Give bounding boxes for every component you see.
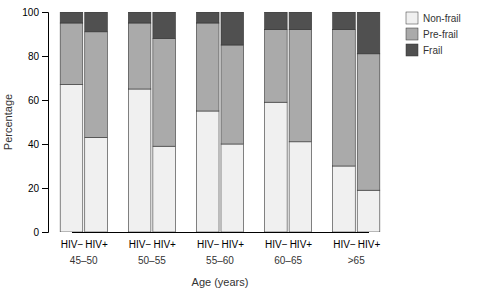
legend: Non-frail Pre-frail Frail (406, 12, 461, 56)
x-tick: HIV+ (153, 239, 176, 250)
x-axis-title: Age (years) (192, 276, 249, 288)
y-tick-label: 80 (28, 51, 40, 62)
x-tick: HIV− (61, 239, 84, 250)
bar-segment (289, 142, 312, 232)
x-tick-label: HIV+ (222, 239, 245, 250)
x-tick: HIV− (197, 239, 220, 250)
bar-segment (333, 166, 356, 232)
bar-segment (196, 23, 219, 111)
x-tick-label: HIV− (197, 239, 220, 250)
x-tick: HIV+ (222, 239, 245, 250)
x-tick: HIV− (333, 239, 356, 250)
legend-label: Non-frail (423, 13, 461, 24)
bar-segment (85, 137, 108, 232)
y-tick: 80 (28, 51, 48, 62)
bar-series (60, 12, 380, 54)
legend-item: Frail (406, 44, 442, 56)
bar-segment (289, 12, 312, 30)
y-tick: 40 (28, 139, 48, 150)
chart-svg: 020406080100HIV−HIV+HIV−HIV+HIV−HIV+HIV−… (0, 0, 482, 294)
bar-segment (128, 23, 151, 89)
x-tick: HIV+ (358, 239, 381, 250)
x-tick-label: HIV− (61, 239, 84, 250)
bar-segment (128, 12, 151, 23)
bar-segment (60, 12, 83, 23)
x-tick: HIV− (265, 239, 288, 250)
bar-segment (221, 12, 244, 45)
x-tick-label: HIV− (265, 239, 288, 250)
y-tick-mark (42, 232, 48, 233)
bar-segment (153, 146, 176, 232)
bar-segment (333, 12, 356, 30)
y-axis-title: Percentage (2, 94, 14, 150)
group-label: 60–65 (274, 255, 302, 266)
x-tick-label: HIV+ (358, 239, 381, 250)
bar-segment (289, 30, 312, 142)
bar-segment (85, 32, 108, 138)
y-axis: 0 20 40 60 80 100 (22, 7, 48, 238)
bar-segment (60, 85, 83, 232)
x-tick-label: HIV− (129, 239, 152, 250)
bar-segment (153, 38, 176, 146)
y-tick: 100 (22, 7, 48, 18)
y-tick-label: 60 (28, 95, 40, 106)
bar-segment (85, 12, 108, 32)
legend-item: Non-frail (406, 12, 461, 24)
y-tick-mark (42, 100, 48, 101)
legend-swatch (406, 28, 418, 40)
bar-segment (265, 12, 288, 30)
bar-segment (265, 102, 288, 232)
y-tick-label: 0 (33, 227, 39, 238)
bars (60, 12, 380, 232)
x-tick-label: HIV+ (85, 239, 108, 250)
group-label: >65 (348, 255, 365, 266)
y-tick: 60 (28, 95, 48, 106)
bar-segment (196, 12, 219, 23)
y-tick-label: 20 (28, 183, 40, 194)
x-axis-line (72, 232, 369, 233)
legend-item: Pre-frail (406, 28, 458, 40)
legend-label: Pre-frail (423, 29, 458, 40)
y-tick-mark (42, 188, 48, 189)
legend-swatch (406, 12, 418, 24)
x-tick-label: HIV+ (290, 239, 313, 250)
bar-segment (221, 144, 244, 232)
bar-segment (128, 89, 151, 232)
x-tick: HIV+ (290, 239, 313, 250)
x-tick: HIV− (129, 239, 152, 250)
plot-area: 020406080100HIV−HIV+HIV−HIV+HIV−HIV+HIV−… (2, 7, 461, 288)
bar-segment (333, 30, 356, 166)
x-tick: HIV+ (85, 239, 108, 250)
bar-segment (221, 45, 244, 144)
x-tick-label: HIV− (333, 239, 356, 250)
legend-swatch (406, 44, 418, 56)
group-label: 55–60 (206, 255, 234, 266)
y-tick: 20 (28, 183, 48, 194)
y-tick-mark (42, 12, 48, 13)
group-labels: 45–50 50–55 55–60 60–65 >65 (70, 255, 365, 266)
bar-segment (265, 30, 288, 103)
y-tick: 0 (33, 227, 48, 238)
y-axis-line (42, 13, 49, 233)
x-axis: HIV−HIV+HIV−HIV+HIV−HIV+HIV−HIV+HIV−HIV+ (61, 233, 381, 251)
y-tick-mark (42, 144, 48, 145)
bar-series (60, 85, 380, 232)
bar-segment (357, 12, 380, 54)
bar-segment (357, 54, 380, 190)
bar-segment (357, 190, 380, 232)
y-tick-label: 40 (28, 139, 40, 150)
legend-label: Frail (423, 45, 442, 56)
group-label: 45–50 (70, 255, 98, 266)
bar-segment (196, 111, 219, 232)
bar-segment (153, 12, 176, 38)
bar-series (60, 23, 380, 190)
group-label: 50–55 (138, 255, 166, 266)
x-tick-label: HIV+ (153, 239, 176, 250)
y-tick-mark (42, 56, 48, 57)
y-tick-label: 100 (22, 7, 39, 18)
bar-segment (60, 23, 83, 85)
